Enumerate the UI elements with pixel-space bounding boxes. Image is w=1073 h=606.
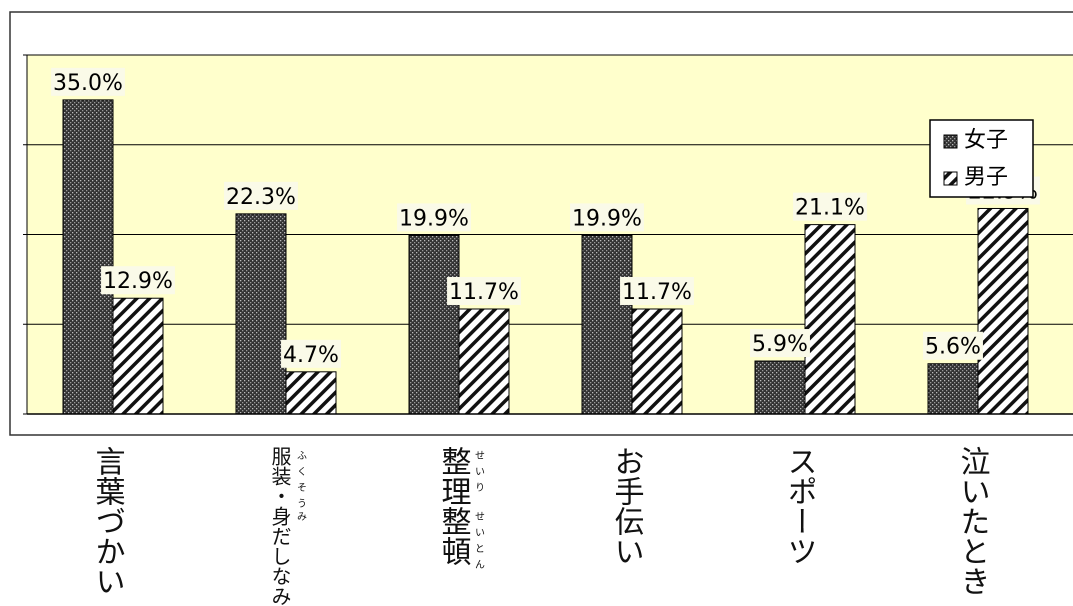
bar	[236, 214, 286, 414]
value-label: 5.9%	[752, 332, 808, 357]
category-label: お手伝い	[609, 446, 645, 566]
chart: 35.0% 22.3% 19.9% 19.9% 5.9% 5.6% 12.9% 4.7% 11.…	[0, 0, 1073, 606]
categories: 言葉づかい 服装・身だしなみふくそうみ 整理整頓せいりせいとん お手伝い スポーツ 泣いた…	[90, 446, 990, 606]
value-label: 5.6%	[925, 335, 981, 360]
category-label: スポーツ	[782, 446, 817, 566]
bar	[409, 235, 459, 414]
legend-swatch	[944, 135, 957, 148]
bar	[632, 309, 682, 414]
bar	[805, 225, 855, 414]
bar	[928, 364, 978, 414]
bar	[582, 235, 632, 414]
category-label: 言葉づかい	[90, 446, 126, 596]
bar	[286, 372, 336, 414]
value-label: 35.0%	[53, 71, 123, 96]
value-label: 11.7%	[449, 280, 519, 305]
value-label: 12.9%	[103, 269, 173, 294]
value-label: 19.9%	[399, 206, 469, 231]
value-label: 22.3%	[226, 185, 296, 210]
bar	[63, 100, 113, 414]
legend-label: 男子	[964, 165, 1008, 190]
furigana: み	[295, 511, 307, 527]
page: 35.0% 22.3% 19.9% 19.9% 5.9% 5.6% 12.9% 4.7% 11.…	[0, 0, 1073, 606]
bar	[978, 208, 1028, 414]
bar	[755, 361, 805, 414]
legend-label: 女子	[964, 128, 1008, 153]
furigana: せいとん	[473, 511, 485, 575]
legend-swatch	[944, 172, 957, 185]
furigana: せいり	[473, 450, 485, 498]
value-label: 11.7%	[622, 280, 692, 305]
value-label: 19.9%	[572, 206, 642, 231]
category-label: 服装・身だしなみ	[268, 446, 292, 606]
category-label: 整理整頓	[436, 446, 471, 566]
value-label: 21.1%	[795, 196, 865, 221]
furigana: ふくそう	[295, 450, 307, 514]
value-label: 4.7%	[283, 343, 339, 368]
category-label: 泣いたとき	[955, 446, 990, 596]
bar	[113, 298, 163, 414]
bar	[459, 309, 509, 414]
